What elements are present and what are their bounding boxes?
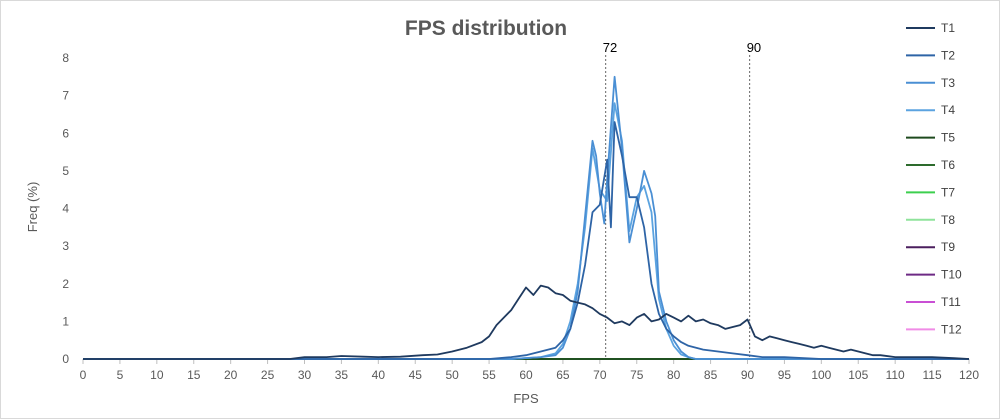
- y-tick-label: 0: [62, 352, 69, 366]
- x-tick-label: 5: [117, 368, 124, 382]
- x-tick-label: 75: [630, 368, 644, 382]
- x-tick-label: 95: [778, 368, 792, 382]
- legend-label: T1: [941, 21, 955, 35]
- x-tick-label: 110: [886, 368, 905, 382]
- y-tick-label: 8: [62, 51, 69, 65]
- x-axis-ticks: 0 5 10 15 20 25 30 35 40 45 50 55 60 65 70 75 80 85 90 95 10…: [80, 359, 979, 382]
- legend-label: T9: [941, 240, 955, 254]
- legend-label: T6: [941, 158, 955, 172]
- legend-label: T4: [941, 103, 955, 117]
- legend-label: T10: [941, 268, 962, 282]
- legend-label: T7: [941, 185, 955, 199]
- x-axis-label: FPS: [513, 391, 539, 406]
- series-line-t2: [83, 121, 969, 360]
- legend-label: T12: [941, 322, 962, 336]
- x-tick-label: 60: [519, 368, 533, 382]
- chart-title: FPS distribution: [405, 17, 567, 40]
- x-tick-label: 105: [848, 368, 868, 382]
- legend-label: T11: [941, 295, 961, 309]
- x-tick-label: 25: [261, 368, 275, 382]
- x-tick-label: 35: [335, 368, 349, 382]
- x-tick-label: 0: [80, 368, 87, 382]
- marker-label: 72: [603, 40, 617, 55]
- legend-label: T2: [941, 48, 955, 62]
- legend-label: T5: [941, 131, 955, 145]
- y-tick-label: 6: [62, 126, 69, 140]
- x-tick-label: 70: [593, 368, 607, 382]
- x-tick-label: 85: [704, 368, 718, 382]
- legend-label: T8: [941, 213, 955, 227]
- x-tick-label: 50: [445, 368, 459, 382]
- x-tick-label: 20: [224, 368, 238, 382]
- legend: T1 T2 T3 T4 T5 T6 T7 T8 T9 T10 T11 T12: [906, 21, 962, 336]
- x-tick-label: 45: [409, 368, 423, 382]
- series-line-t3: [83, 75, 969, 360]
- y-tick-label: 3: [62, 239, 69, 253]
- y-tick-label: 1: [62, 314, 69, 328]
- x-tick-label: 100: [811, 368, 831, 382]
- y-tick-label: 4: [62, 202, 69, 216]
- y-axis-label: Freq (%): [25, 182, 40, 233]
- legend-label: T3: [941, 76, 955, 90]
- y-tick-label: 7: [62, 89, 69, 103]
- series-line-t4: [83, 102, 969, 360]
- x-tick-label: 115: [923, 368, 942, 382]
- x-tick-label: 90: [741, 368, 755, 382]
- x-tick-label: 120: [959, 368, 979, 382]
- y-tick-label: 2: [62, 277, 69, 291]
- series-line-t1: [83, 284, 970, 360]
- x-tick-label: 40: [372, 368, 386, 382]
- x-tick-label: 80: [667, 368, 681, 382]
- series-lines: [83, 75, 970, 360]
- marker-label: 90: [747, 40, 761, 55]
- x-tick-label: 15: [187, 368, 201, 382]
- y-tick-label: 5: [62, 164, 69, 178]
- x-tick-label: 65: [556, 368, 570, 382]
- x-tick-label: 30: [298, 368, 312, 382]
- x-tick-label: 55: [482, 368, 496, 382]
- y-axis-ticks: 0 1 2 3 4 5 6 7 8: [62, 51, 69, 366]
- x-tick-label: 10: [150, 368, 164, 382]
